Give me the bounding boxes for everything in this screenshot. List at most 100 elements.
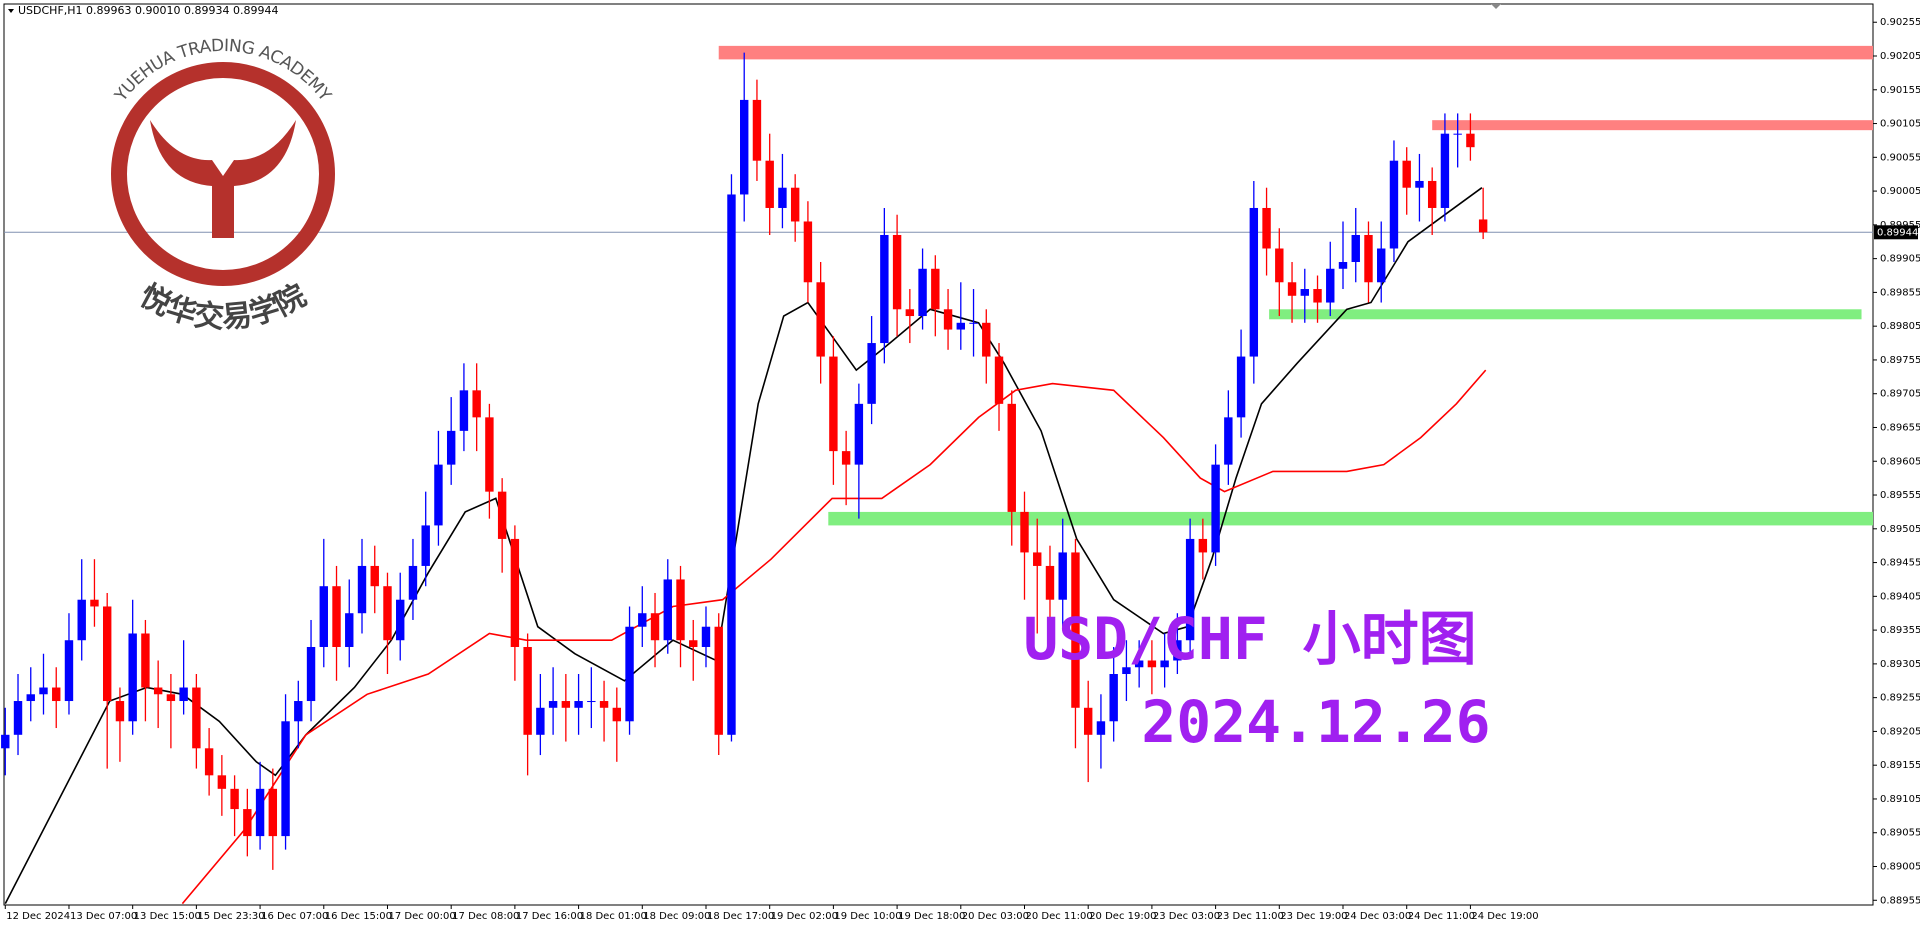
candle-body [829, 356, 838, 452]
candle-body [217, 775, 227, 789]
logo-emblem [150, 120, 296, 238]
x-tick-label: 13 Dec 07:00 [70, 911, 137, 922]
candle-body [663, 579, 672, 641]
annotation: USD/CHF 小时图 [1023, 605, 1476, 673]
current-price-label: 0.89944 [1877, 227, 1918, 238]
candle-body [230, 788, 239, 810]
candle-body [153, 687, 163, 695]
x-tick-label: 18 Dec 17:00 [707, 911, 774, 922]
x-tick-label: 20 Dec 11:00 [1025, 911, 1092, 922]
candle-body [1236, 356, 1246, 418]
candle-body [1377, 248, 1386, 283]
candle-body [701, 626, 711, 647]
y-tick-label: 0.90105 [1880, 119, 1920, 130]
y-tick-label: 0.90005 [1880, 186, 1920, 197]
candle-body [574, 701, 583, 708]
candle-body [332, 586, 341, 647]
zone [1432, 120, 1873, 131]
x-tick-label: 23 Dec 03:00 [1153, 911, 1220, 922]
plot-frame [3, 3, 1874, 906]
x-tick-label: 12 Dec 2024 [6, 911, 70, 922]
candle-body [345, 613, 354, 647]
candle-body [1402, 160, 1411, 188]
candle-body [204, 748, 214, 776]
candle-body [1198, 538, 1208, 553]
candle-body [1338, 262, 1348, 269]
candle-body [90, 599, 99, 607]
candle-body [357, 565, 367, 614]
candle-body [892, 234, 902, 310]
x-tick-label: 15 Dec 23:30 [197, 911, 264, 922]
x-tick-label: 18 Dec 09:00 [643, 911, 710, 922]
candle-body [816, 282, 825, 357]
zone [1269, 309, 1862, 320]
y-tick-label: 0.89005 [1880, 862, 1920, 873]
x-tick-label: 24 Dec 11:00 [1408, 911, 1475, 922]
candle-body [1224, 417, 1233, 465]
x-tick-label: 19 Dec 02:00 [771, 911, 838, 922]
x-tick-label: 13 Dec 15:00 [134, 911, 201, 922]
y-tick-label: 0.89105 [1880, 794, 1920, 805]
candle-body [434, 464, 443, 526]
candle-body [243, 809, 252, 837]
candle-body [1466, 133, 1475, 148]
candle-body [1096, 721, 1106, 735]
candle-body [1351, 234, 1360, 263]
candle-body [918, 268, 927, 317]
candle-body [459, 390, 469, 431]
candle-body [1058, 552, 1067, 600]
candle-body [943, 309, 953, 330]
candle-body [1160, 660, 1169, 668]
y-tick-label: 0.89455 [1880, 558, 1920, 569]
plot-layer [1, 45, 1874, 905]
logo-ring [111, 62, 335, 286]
candle-body [1389, 160, 1399, 249]
y-tick-label: 0.89905 [1880, 254, 1920, 265]
candle-body [778, 187, 787, 208]
candle-body [676, 579, 685, 641]
candle-body [319, 586, 328, 647]
candle-body [306, 646, 316, 702]
chart-title: USDCHF,H1 0.89963 0.90010 0.89934 0.8994… [18, 4, 279, 17]
candle-body [472, 390, 481, 418]
candle-body [561, 701, 571, 708]
y-tick-label: 0.89255 [1880, 693, 1920, 704]
candle-body [803, 221, 813, 283]
candle-body [790, 187, 800, 222]
candle-body [650, 613, 660, 641]
candle-body [141, 633, 150, 688]
y-tick-label: 0.89805 [1880, 321, 1920, 332]
x-tick-label: 16 Dec 07:00 [261, 911, 328, 922]
candle-body [1173, 640, 1182, 661]
candle-body [383, 586, 392, 641]
y-tick-label: 0.89155 [1880, 760, 1920, 771]
candle-body [13, 701, 23, 735]
candle-body [1109, 674, 1118, 722]
candle-body [982, 322, 991, 357]
candle-body [1275, 248, 1284, 283]
candle-body [446, 430, 456, 465]
y-tick-label: 0.89305 [1880, 659, 1920, 670]
y-tick-label: 0.90255 [1880, 17, 1920, 28]
y-tick-label: 0.89555 [1880, 490, 1920, 501]
candle-body [1122, 667, 1131, 675]
candle-body [1287, 282, 1297, 296]
candle-body [1007, 403, 1016, 512]
x-tick-label: 19 Dec 10:00 [834, 911, 901, 922]
candle-body [39, 687, 48, 695]
candle-body [740, 99, 749, 195]
y-tick-label: 0.90205 [1880, 51, 1920, 62]
x-tick-label: 17 Dec 16:00 [516, 911, 583, 922]
candle-body [880, 234, 889, 344]
candle-body [192, 687, 201, 749]
candle-body [77, 599, 86, 641]
candle-body [1415, 180, 1424, 188]
candle-body [536, 707, 545, 735]
y-tick-label: 0.89655 [1880, 422, 1920, 433]
x-tick-label: 19 Dec 18:00 [898, 911, 965, 922]
candle-body [179, 687, 188, 702]
candle-body [1185, 538, 1195, 641]
x-tick-label: 20 Dec 03:00 [962, 911, 1029, 922]
zone [718, 45, 1874, 60]
